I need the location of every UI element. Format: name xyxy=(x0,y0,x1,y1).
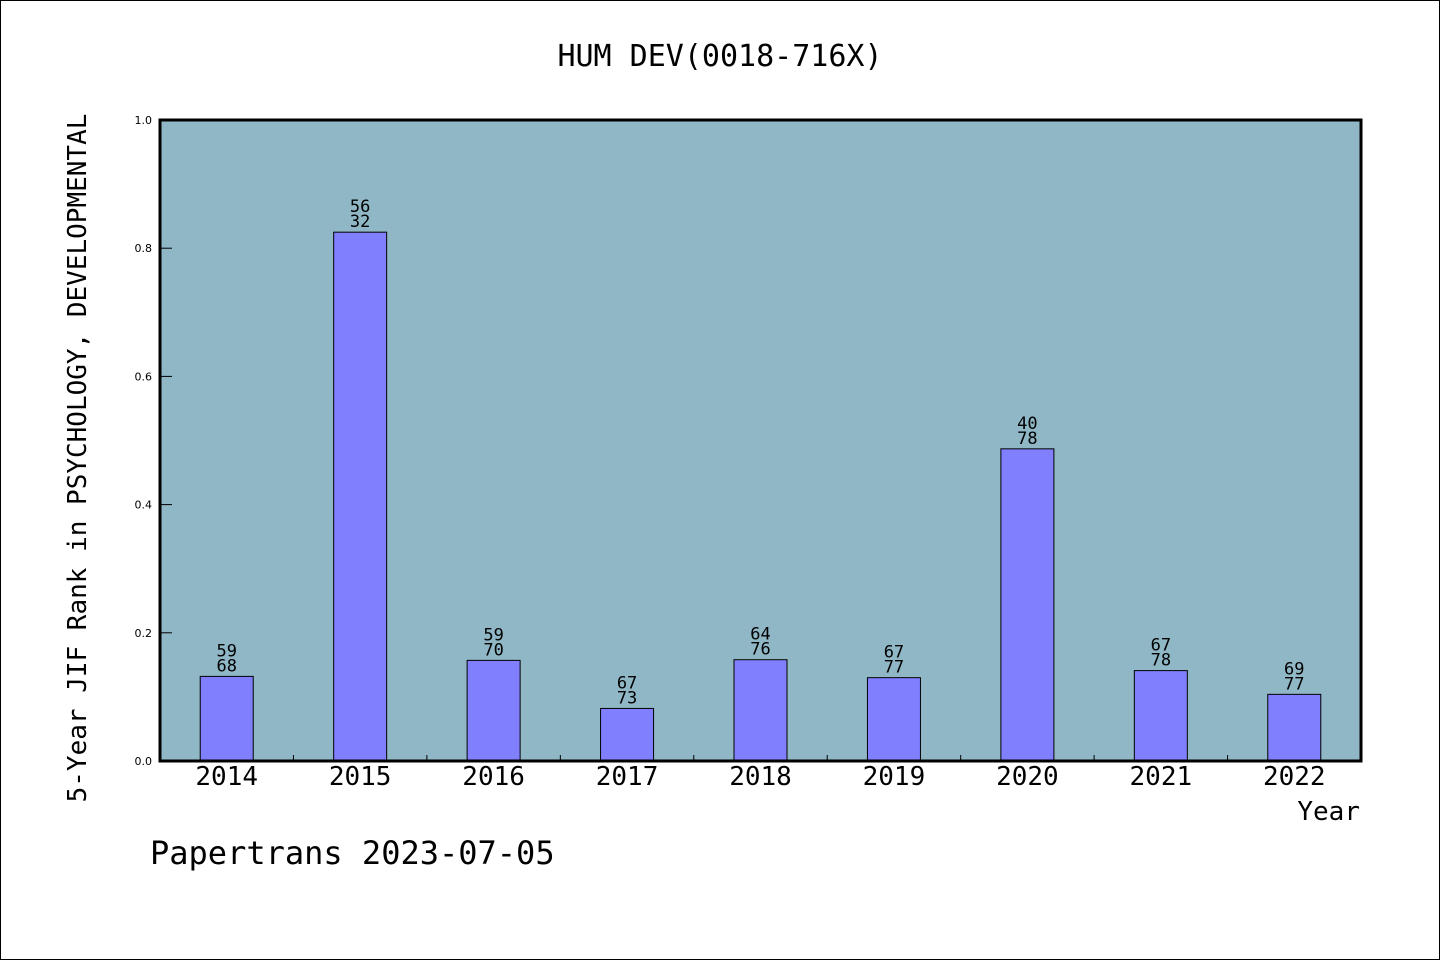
bar-label-rank-2021: 67 xyxy=(1151,636,1171,656)
bar-label-rank-2016: 59 xyxy=(483,625,503,645)
x-axis: 2014 2015 2016 2017 2018 2019 2020 2021 2022 xyxy=(195,755,1326,792)
bar-2020 xyxy=(1000,448,1055,762)
bar-label-total-2018: 76 xyxy=(750,640,770,660)
bar-label-rank-2015: 56 xyxy=(350,197,370,217)
chart-title: HUM DEV(0018-716X) xyxy=(557,39,882,74)
bar-label-total-2017: 73 xyxy=(617,688,637,708)
bar-label-total-2019: 77 xyxy=(884,658,904,678)
bar-label-total-2022: 77 xyxy=(1284,674,1304,694)
x-tick-label-2020: 2020 xyxy=(996,762,1059,792)
y-tick-label: 0.0 xyxy=(135,755,153,768)
bar-label-total-2014: 68 xyxy=(216,656,236,676)
bar-label-rank-2019: 67 xyxy=(884,643,904,663)
bar-label-rank-2018: 64 xyxy=(750,625,770,645)
bar-label-total-2021: 78 xyxy=(1151,651,1171,671)
bar-2015 xyxy=(333,231,388,762)
bar-2022 xyxy=(1267,693,1322,762)
x-tick-label-2016: 2016 xyxy=(462,762,525,792)
y-tick-label: 0.4 xyxy=(135,499,153,512)
y-tick-label: 0.2 xyxy=(135,627,153,640)
bar-label-total-2016: 70 xyxy=(483,640,503,660)
y-axis: 0.0 0.2 0.4 0.6 0.8 1.0 xyxy=(135,114,172,768)
bar-2014 xyxy=(199,675,254,762)
x-tick-label-2015: 2015 xyxy=(329,762,392,792)
bar-label-total-2015: 32 xyxy=(350,212,370,232)
bar-2021 xyxy=(1133,670,1188,762)
x-axis-label: Year xyxy=(1297,797,1360,827)
bar-label-total-2020: 78 xyxy=(1017,429,1037,449)
x-tick-label-2021: 2021 xyxy=(1130,762,1193,792)
bar-label-rank-2014: 59 xyxy=(216,641,236,661)
bar-2016 xyxy=(466,659,521,762)
y-tick-label: 0.8 xyxy=(135,242,153,255)
bar-2017 xyxy=(600,707,655,762)
bar-2019 xyxy=(866,677,921,762)
y-axis-label: 5-Year JIF Rank in PSYCHOLOGY, DEVELOPME… xyxy=(63,114,93,803)
plot-border xyxy=(158,118,1363,763)
y-tick-label: 0.6 xyxy=(135,370,153,383)
x-tick-label-2019: 2019 xyxy=(863,762,926,792)
y-tick-label: 1.0 xyxy=(135,114,153,127)
bar-label-rank-2022: 69 xyxy=(1284,659,1304,679)
x-tick-label-2018: 2018 xyxy=(729,762,792,792)
bar-2018 xyxy=(733,659,788,762)
bar-label-rank-2020: 40 xyxy=(1017,414,1037,434)
x-tick-label-2014: 2014 xyxy=(195,762,258,792)
bars-group xyxy=(199,231,1322,762)
footer-text: Papertrans 2023-07-05 xyxy=(150,834,555,872)
x-tick-label-2017: 2017 xyxy=(596,762,659,792)
x-tick-label-2022: 2022 xyxy=(1263,762,1326,792)
bar-label-rank-2017: 67 xyxy=(617,673,637,693)
